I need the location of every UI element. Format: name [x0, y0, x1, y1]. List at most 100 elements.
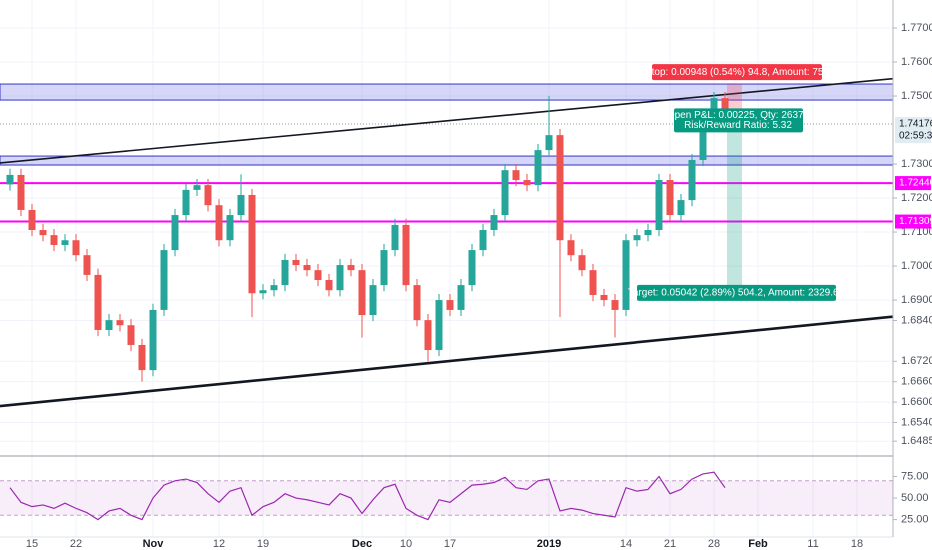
- candle-body: [39, 230, 47, 236]
- x-tick-label: 14: [620, 538, 632, 550]
- zone: [0, 155, 894, 166]
- candle-body: [292, 259, 300, 266]
- candle-body: [347, 265, 355, 271]
- y-tick-label: 1.64850: [901, 435, 932, 447]
- candle-body: [677, 200, 685, 216]
- candle-body: [270, 285, 278, 291]
- rsi-band: [0, 480, 893, 516]
- candle-body: [567, 240, 575, 256]
- candle-body: [402, 224, 410, 286]
- candle-body: [446, 300, 454, 310]
- target-label: Target: 0.05042 (2.89%) 504.2, Amount: 2…: [628, 288, 845, 299]
- candle-body: [501, 170, 509, 216]
- candle-body: [479, 230, 487, 251]
- candle-body: [413, 285, 421, 321]
- x-tick-label: Nov: [143, 538, 165, 550]
- candle-body: [259, 290, 267, 294]
- trend-line: [0, 315, 894, 408]
- x-tick-label: 17: [444, 538, 456, 550]
- y-tick-label: 1.66600: [901, 376, 932, 388]
- x-tick-label: 15: [26, 538, 38, 550]
- candle-body: [369, 285, 377, 316]
- y-tick-label: 1.67200: [901, 355, 932, 367]
- candle-body: [600, 294, 608, 301]
- candle-body: [6, 174, 14, 185]
- candle-body: [644, 230, 652, 236]
- y-tick-label: 1.68400: [901, 314, 932, 326]
- pnl-label: Open P&L: 0.00225, Qty: 26371: [667, 110, 810, 121]
- stop-label-box: [652, 64, 822, 81]
- candle-body: [512, 170, 520, 181]
- candle-body: [160, 250, 168, 310]
- candle-body: [358, 270, 366, 316]
- target-zone: [727, 116, 742, 288]
- x-tick-label: 19: [257, 538, 269, 550]
- candle-body: [314, 270, 322, 281]
- candle-body: [325, 280, 333, 291]
- rsi-tick-label: 50.00: [901, 492, 929, 504]
- candle-body: [699, 124, 707, 160]
- candle-body: [666, 180, 674, 216]
- stop-zone: [727, 84, 742, 117]
- candle-body: [435, 300, 443, 351]
- x-tick-label: 22: [70, 538, 82, 550]
- candle-body: [303, 265, 311, 271]
- candle-body: [391, 224, 399, 251]
- y-tick-label: 1.70000: [901, 260, 932, 272]
- candle-body: [545, 135, 553, 151]
- y-tick-label: 1.66000: [901, 396, 932, 408]
- candle-body: [523, 180, 531, 186]
- candle-body: [72, 240, 80, 256]
- pnl-label-box: [674, 108, 803, 133]
- candle-body: [127, 325, 135, 345]
- x-tick-label: Feb: [748, 538, 768, 550]
- candle-body: [116, 320, 124, 326]
- x-tick-label: 18: [851, 538, 863, 550]
- y-tick-label: 1.76000: [901, 56, 932, 68]
- y-tick-label: 1.72000: [901, 192, 932, 204]
- candle-body: [171, 215, 179, 251]
- candle-body: [622, 240, 630, 310]
- countdown-label: 02:59:31: [899, 131, 932, 142]
- candle-body: [17, 174, 25, 210]
- price-label: 1.74176: [899, 119, 932, 130]
- candle-body: [589, 270, 597, 295]
- candle-body: [248, 194, 256, 294]
- candle-body: [655, 180, 663, 231]
- trend-line: [0, 77, 894, 164]
- candle-body: [149, 309, 157, 371]
- candle-body: [61, 240, 69, 245]
- candle-body: [424, 320, 432, 351]
- candle-body: [633, 235, 641, 241]
- candle-body: [688, 159, 696, 201]
- rsi-line: [9, 471, 726, 521]
- candle-body: [28, 209, 36, 231]
- rsi-tick-label: 75.00: [901, 470, 929, 482]
- level-label: 1.71309: [899, 216, 932, 227]
- candle-body: [50, 235, 58, 245]
- x-tick-label: 10: [400, 538, 412, 550]
- candle-body: [578, 255, 586, 271]
- candle-body: [105, 320, 113, 330]
- x-tick-label: 11: [807, 538, 818, 550]
- x-tick-label: 28: [708, 538, 720, 550]
- target-label-box: [637, 284, 836, 301]
- candle-body: [380, 250, 388, 286]
- ratio-label: Risk/Reward Ratio: 5.32: [684, 120, 792, 131]
- rsi-tick-label: 25.00: [901, 513, 929, 525]
- x-tick-label: 2019: [537, 538, 561, 550]
- candle-body: [215, 205, 223, 241]
- price-label-box: [895, 117, 931, 144]
- y-tick-label: 1.73000: [901, 158, 932, 170]
- candle-body: [193, 185, 201, 190]
- candle-body: [226, 215, 234, 241]
- candle-body: [556, 135, 564, 241]
- candle-body: [457, 285, 465, 310]
- y-tick-label: 1.75000: [901, 90, 932, 102]
- stop-label: Stop: 0.00948 (0.54%) 94.8, Amount: 750: [645, 67, 829, 78]
- y-tick-label: 1.65400: [901, 416, 932, 428]
- x-tick-label: 12: [213, 538, 225, 550]
